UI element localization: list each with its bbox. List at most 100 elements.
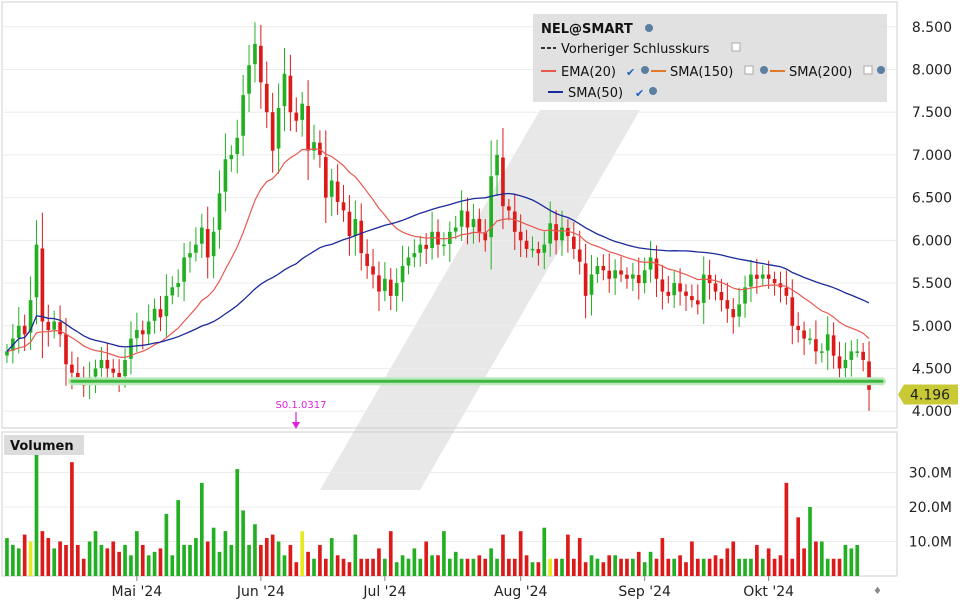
- volume-bar: [347, 562, 352, 576]
- volume-bar: [170, 555, 175, 576]
- volume-bar: [87, 541, 92, 576]
- candle-body: [548, 223, 553, 244]
- legend-settings-sma150-icon[interactable]: [760, 66, 768, 74]
- candle: [306, 80, 310, 180]
- candle: [778, 271, 783, 303]
- candle-body: [129, 338, 133, 359]
- candle: [666, 275, 671, 304]
- legend-settings-sma200-icon[interactable]: [877, 66, 885, 74]
- volume-bar: [755, 544, 759, 576]
- volume-bar: [447, 558, 452, 576]
- candle-body: [571, 236, 576, 249]
- volume-bar: [548, 558, 553, 576]
- candle: [217, 170, 222, 249]
- volume-bar: [571, 558, 576, 576]
- volume-bar: [760, 558, 765, 576]
- volume-bar: [495, 558, 499, 576]
- candlestick-series: [5, 22, 871, 411]
- candle: [412, 239, 417, 268]
- candle: [530, 236, 535, 258]
- candle-body: [365, 253, 369, 266]
- volume-bar: [40, 531, 45, 576]
- candle-body: [625, 274, 629, 279]
- candle: [312, 124, 316, 160]
- candle: [188, 241, 192, 273]
- price-tick-label: 7.500: [912, 105, 952, 121]
- volume-bar: [453, 551, 458, 576]
- candle-body: [749, 274, 753, 287]
- candle-body: [507, 206, 511, 211]
- candle: [701, 256, 706, 324]
- candle: [294, 97, 299, 133]
- candle: [837, 341, 842, 382]
- candle: [861, 342, 865, 372]
- volume-bar: [837, 558, 842, 576]
- candle-body: [188, 253, 192, 258]
- candle: [176, 269, 181, 298]
- volume-bar: [802, 548, 806, 576]
- candle: [140, 320, 145, 350]
- legend-check-sma50-icon[interactable]: ✔: [635, 87, 644, 100]
- volume-grid: [2, 472, 897, 542]
- candle-body: [849, 351, 854, 360]
- candle-body: [323, 157, 328, 198]
- candle-body: [512, 211, 517, 232]
- legend-label-sma50: SMA(50): [568, 86, 623, 101]
- candle-body: [146, 321, 151, 335]
- volume-bar: [790, 558, 795, 576]
- candle-body: [595, 265, 600, 275]
- candle: [46, 304, 51, 347]
- volume-bar: [341, 558, 346, 576]
- price-tick-label: 8.500: [912, 20, 952, 36]
- candle-body: [613, 270, 617, 279]
- last-price-value: 4.196: [910, 387, 950, 403]
- candle-body: [743, 287, 747, 304]
- candle: [843, 342, 848, 382]
- candle: [607, 253, 612, 293]
- volume-bar: [418, 558, 423, 576]
- candle: [34, 220, 39, 325]
- volume-bar: [695, 558, 700, 576]
- candle-body: [22, 325, 27, 335]
- candle-body: [46, 321, 51, 331]
- volume-bar: [518, 531, 523, 576]
- volume-bar: [46, 538, 51, 576]
- volume-bar: [731, 541, 736, 576]
- candle: [442, 232, 446, 256]
- candle: [105, 342, 110, 381]
- legend-settings-sma50-icon[interactable]: [649, 87, 657, 95]
- candle: [672, 270, 677, 309]
- event-annotation[interactable]: S0.1.0317: [276, 400, 327, 429]
- candle-body: [140, 330, 145, 335]
- candle: [524, 229, 529, 258]
- candle-body: [737, 304, 741, 317]
- volume-bar: [123, 544, 127, 576]
- candle: [459, 190, 464, 241]
- legend-toggle-sma150[interactable]: [744, 65, 754, 75]
- candle-body: [306, 106, 310, 151]
- scroll-right-icon[interactable]: ♦: [873, 586, 882, 597]
- volume-bar: [388, 531, 393, 576]
- candle-body: [205, 229, 210, 258]
- candle: [477, 208, 482, 243]
- candle: [642, 257, 647, 294]
- candle-body: [672, 283, 677, 296]
- watermark-logo: [320, 110, 640, 490]
- legend-toggle-prev-close[interactable]: [731, 42, 741, 52]
- candle: [554, 210, 558, 255]
- legend-check-ema20-icon[interactable]: ✔: [626, 66, 635, 79]
- candle-body: [412, 253, 417, 258]
- settings-icon[interactable]: [645, 24, 653, 32]
- candle: [814, 320, 818, 365]
- candle: [654, 245, 659, 297]
- legend-toggle-sma200[interactable]: [863, 65, 873, 75]
- legend-settings-ema20-icon[interactable]: [641, 66, 649, 74]
- candle-body: [58, 322, 62, 335]
- volume-bar: [318, 544, 322, 576]
- candle-body: [867, 361, 871, 390]
- legend-background: [533, 14, 887, 102]
- volume-bar: [666, 558, 671, 576]
- candle: [713, 274, 718, 301]
- volume-bars: [5, 438, 860, 576]
- time-tick-label: Sep '24: [618, 584, 671, 600]
